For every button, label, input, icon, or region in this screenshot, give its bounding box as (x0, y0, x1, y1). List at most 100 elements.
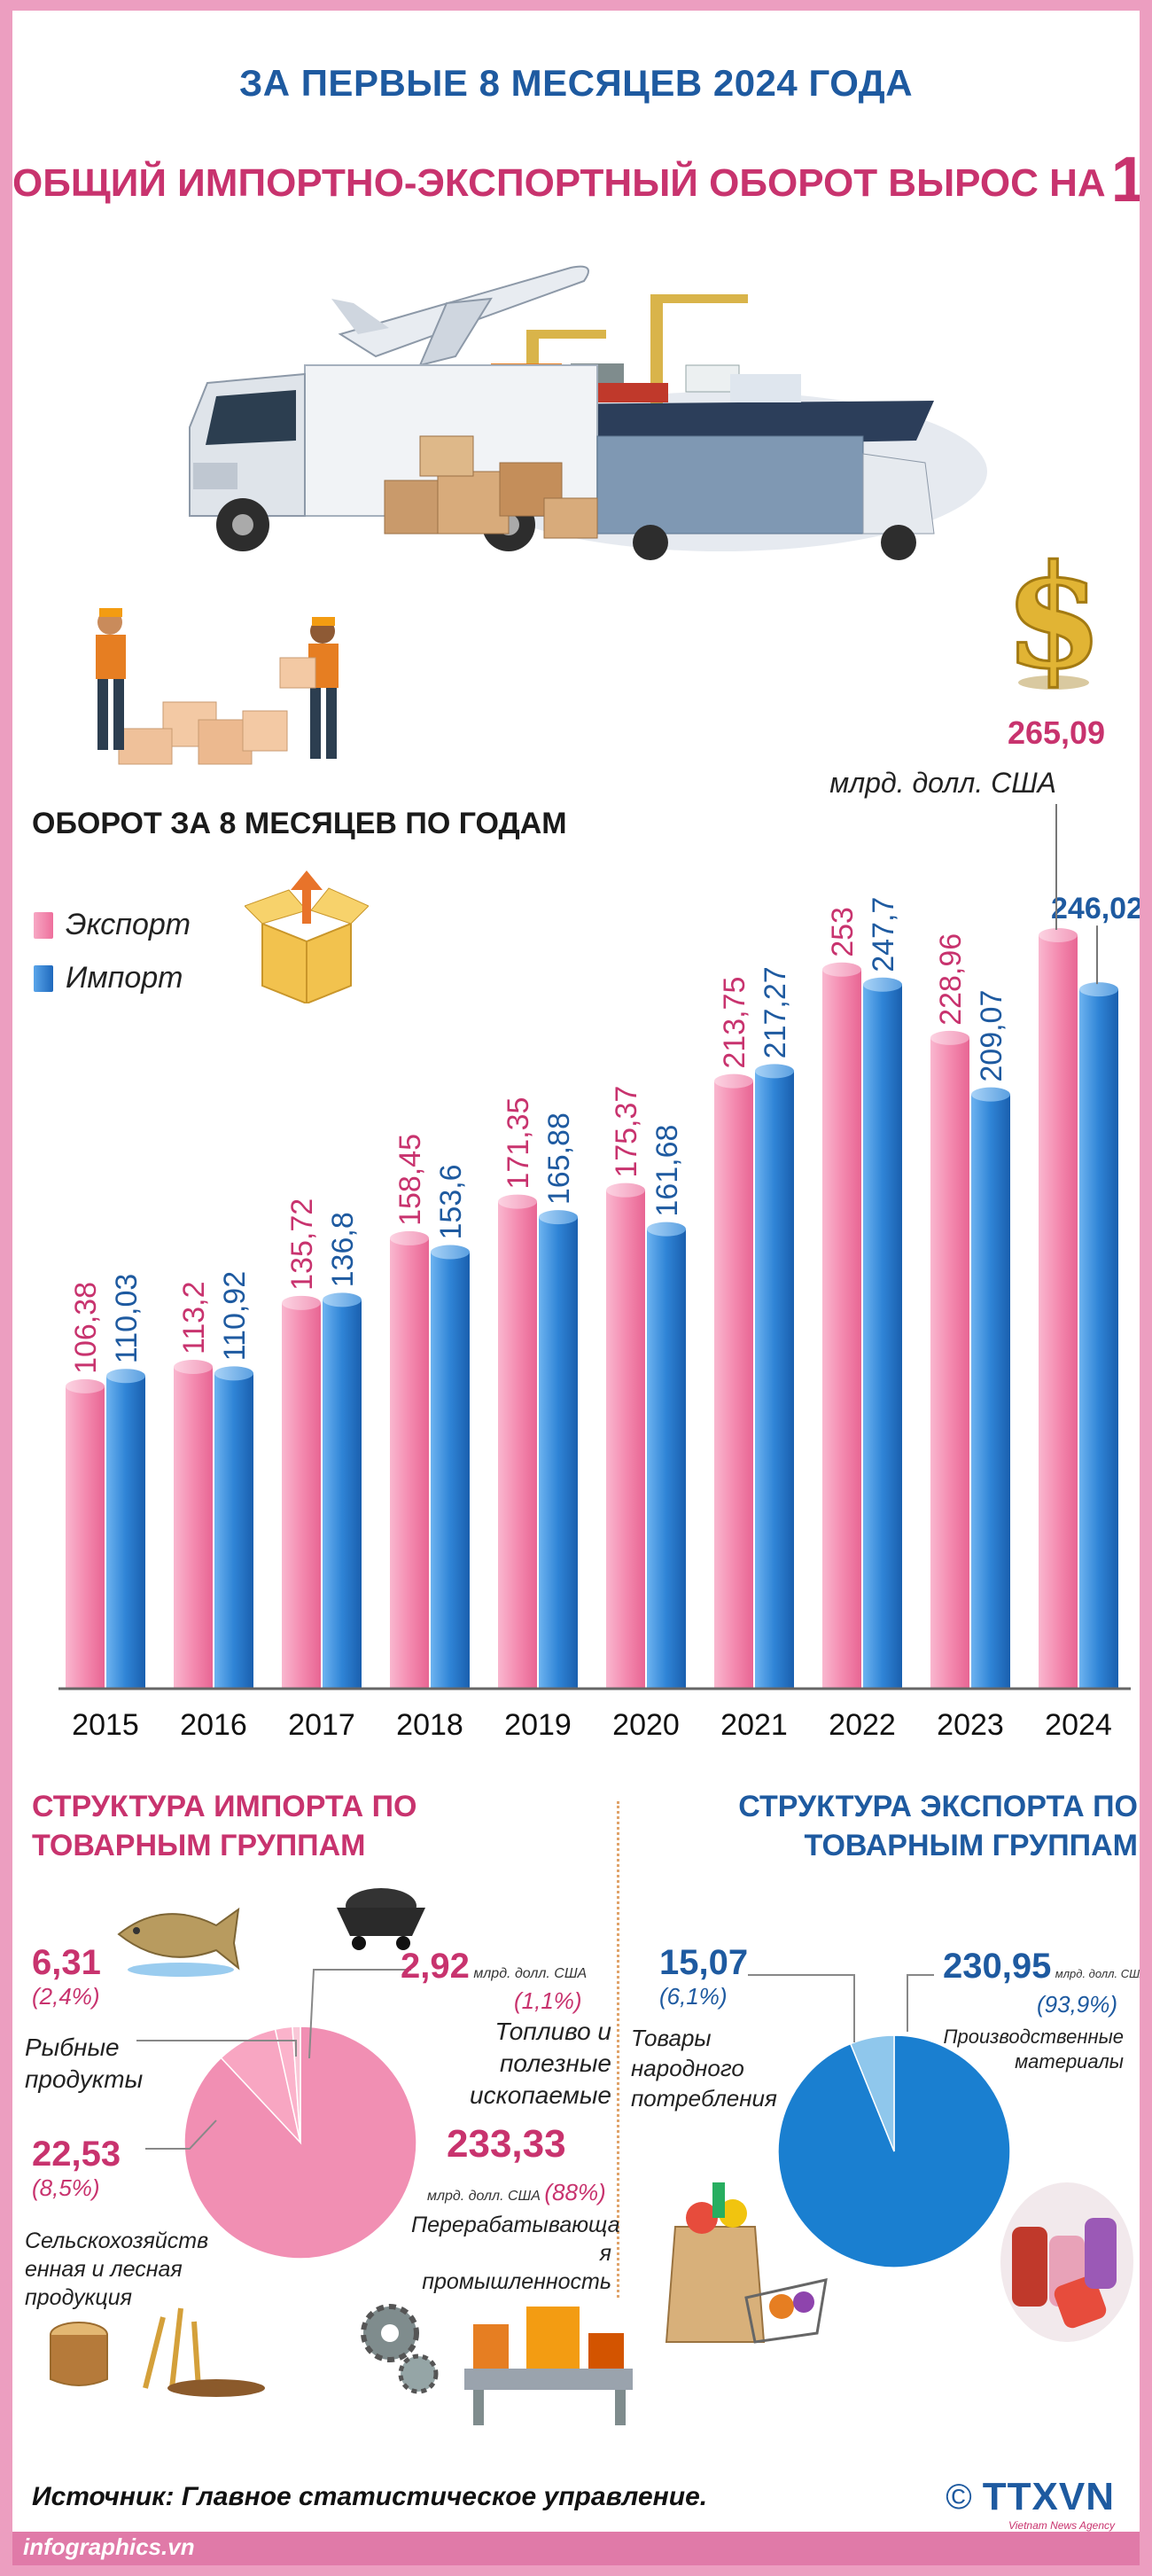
tick-label-2020: 2020 (612, 1708, 680, 1742)
export-prod-label-2: материалы (1015, 2050, 1124, 2073)
bar-top-export-2024 (1039, 928, 1078, 942)
import-title-line1: СТРУКТУРА ИМПОРТА ПО (32, 1790, 417, 1823)
data-label-export-2017: 135,72 (285, 1198, 319, 1291)
fish-icon (117, 1907, 240, 1977)
bar-top-export-2021 (714, 1073, 753, 1089)
legend-item-export: Экспорт (34, 908, 191, 942)
import-proc-unit: млрд. долл. США (427, 2189, 541, 2204)
tick-label-2023: 2023 (937, 1708, 1004, 1742)
data-label-import-2018: 153,6 (434, 1164, 468, 1239)
export-cons-label-1: Товары (631, 2025, 712, 2051)
grocery-bag-icon (665, 2182, 828, 2344)
bar-import-2015 (106, 1376, 145, 1689)
bar-export-2019 (498, 1201, 537, 1689)
factory-line-icon (464, 2307, 633, 2425)
bar-import-2017 (323, 1300, 362, 1689)
data-label-import-2015: 110,03 (110, 1274, 144, 1363)
tick-label-2024: 2024 (1045, 1708, 1112, 1742)
bar-export-2016 (174, 1367, 213, 1689)
import-fuel-label-1: Топливо и (494, 2018, 611, 2045)
bar-top-export-2017 (282, 1295, 321, 1310)
export-prod-unit: млрд. долл. США (1055, 1967, 1140, 1980)
data-label-import-2019: 165,88 (542, 1112, 576, 1205)
data-label-export-2015: 106,38 (69, 1282, 103, 1374)
legend-item-import: Импорт (34, 961, 183, 995)
export-cons-label: Товары народного потребления (631, 2023, 777, 2113)
bar-import-2024 (1079, 989, 1118, 1689)
export-prod-value: 230,95 (943, 1947, 1052, 1986)
bar-top-export-2020 (606, 1183, 645, 1198)
dollar-icon: $ (1005, 534, 1102, 693)
import-agri-label-3: продукция (25, 2285, 132, 2310)
bar-top-import-2015 (106, 1369, 145, 1384)
bar-import-2020 (647, 1229, 686, 1689)
bar-top-import-2023 (971, 1087, 1010, 1102)
data-label-import-2017: 136,8 (326, 1212, 360, 1287)
export-pie-slice-1 (849, 2034, 895, 2152)
export-title-line2: ТОВАРНЫМ ГРУППАМ (804, 1829, 1138, 1862)
x-axis-tick-labels: 2015 2016 2017 2018 2019 2020 2021 2022 2023 2024 (72, 1708, 1112, 1742)
export-pie-chart (777, 2034, 1011, 2268)
tick-label-2022: 2022 (829, 1708, 896, 1742)
import-fish-value: 6,31 (32, 1943, 101, 1982)
tick-label-2016: 2016 (180, 1708, 247, 1742)
import-fish-label-2: продукты (25, 2065, 144, 2093)
export-prod-label-1: Производственные (943, 2026, 1124, 2048)
infographic-page: ЗА ПЕРВЫЕ 8 МЕСЯЦЕВ 2024 ГОДА ОБЩИЙ ИМПО… (12, 11, 1140, 2565)
data-label-import-2020: 161,68 (650, 1125, 684, 1217)
bar-export-2017 (282, 1302, 321, 1689)
import-proc-label-1: Перерабатывающа (411, 2213, 620, 2237)
boxes-icon (384, 435, 598, 539)
bar-marks (66, 928, 1118, 1689)
logistics-illustration (189, 265, 987, 560)
bar-top-import-2020 (647, 1222, 686, 1237)
bar-top-import-2024 (1079, 982, 1118, 997)
export-cons-value-block: 15,07 (6,1%) (659, 1943, 748, 2010)
import-agri-value: 22,53 (32, 2135, 121, 2174)
data-label-export-2023: 228,96 (934, 933, 968, 1026)
gears-icon (361, 2304, 439, 2394)
legend-swatch-import (34, 964, 53, 992)
worker-icon (96, 608, 339, 765)
export-pie-leaders (748, 1974, 934, 2042)
bar-top-import-2017 (323, 1292, 362, 1308)
import-fuel-value: 2,92 (401, 1947, 470, 1986)
legend-swatch-export (34, 911, 53, 939)
headline-percent: 16,7% (1110, 144, 1140, 215)
page-title-line2: ОБЩИЙ ИМПОРТНО-ЭКСПОРТНЫЙ ОБОРОТ ВЫРОС Н… (12, 144, 1140, 216)
import-agri-label: Сельскохозяйств енная и лесная продукция (25, 2227, 208, 2312)
bar-export-2024 (1039, 935, 1078, 1689)
import-agri-label-2: енная и лесная (25, 2257, 183, 2282)
export-title-line1: СТРУКТУРА ЭКСПОРТА ПО (738, 1790, 1138, 1823)
data-label-import-2023: 209,07 (975, 990, 1008, 1082)
export-cons-label-2: народного (631, 2055, 744, 2081)
bar-top-export-2016 (174, 1360, 213, 1375)
data-label-import-2016: 110,92 (218, 1271, 252, 1361)
bar-top-import-2019 (539, 1210, 578, 1225)
import-fish-label-1: Рыбные (25, 2033, 120, 2061)
source-note: Источник: Главное статистическое управле… (32, 2482, 708, 2511)
page-title-line1: ЗА ПЕРВЫЕ 8 МЕСЯЦЕВ 2024 ГОДА (238, 62, 914, 104)
bar-export-2020 (606, 1190, 645, 1689)
data-label-export-2022: 253 (826, 907, 860, 957)
import-pie-chart (183, 2026, 417, 2260)
legend-label-export: Экспорт (66, 908, 191, 941)
export-prod-label: Производственные материалы (934, 2025, 1124, 2074)
import-fish-label: Рыбные продукты (25, 2032, 143, 2096)
data-label-export-2018: 158,45 (393, 1134, 427, 1226)
import-fish-pct: (2,4%) (32, 1983, 100, 2010)
tick-label-2017: 2017 (288, 1708, 355, 1742)
coal-cart-icon (337, 1888, 425, 1950)
import-title-line2: ТОВАРНЫМ ГРУППАМ (32, 1829, 366, 1862)
bar-export-2021 (714, 1081, 753, 1689)
data-label-import-2022: 247,7 (867, 897, 900, 972)
import-proc-label: Перерабатывающа я промышленность (411, 2211, 620, 2296)
data-label-export-2021: 213,75 (718, 977, 751, 1069)
headline-text: ОБЩИЙ ИМПОРТНО-ЭКСПОРТНЫЙ ОБОРОТ ВЫРОС Н… (12, 161, 1106, 205)
bar-top-import-2021 (755, 1064, 794, 1079)
footer-site[interactable]: infographics.vn (23, 2533, 195, 2560)
tick-label-2019: 2019 (504, 1708, 572, 1742)
export-structure-title: СТРУКТУРА ЭКСПОРТА ПО ТОВАРНЫМ ГРУППАМ (624, 1787, 1138, 1865)
import-fuel-unit: млрд. долл. США (473, 1966, 588, 1981)
export-cons-pct: (6,1%) (659, 1983, 728, 2010)
